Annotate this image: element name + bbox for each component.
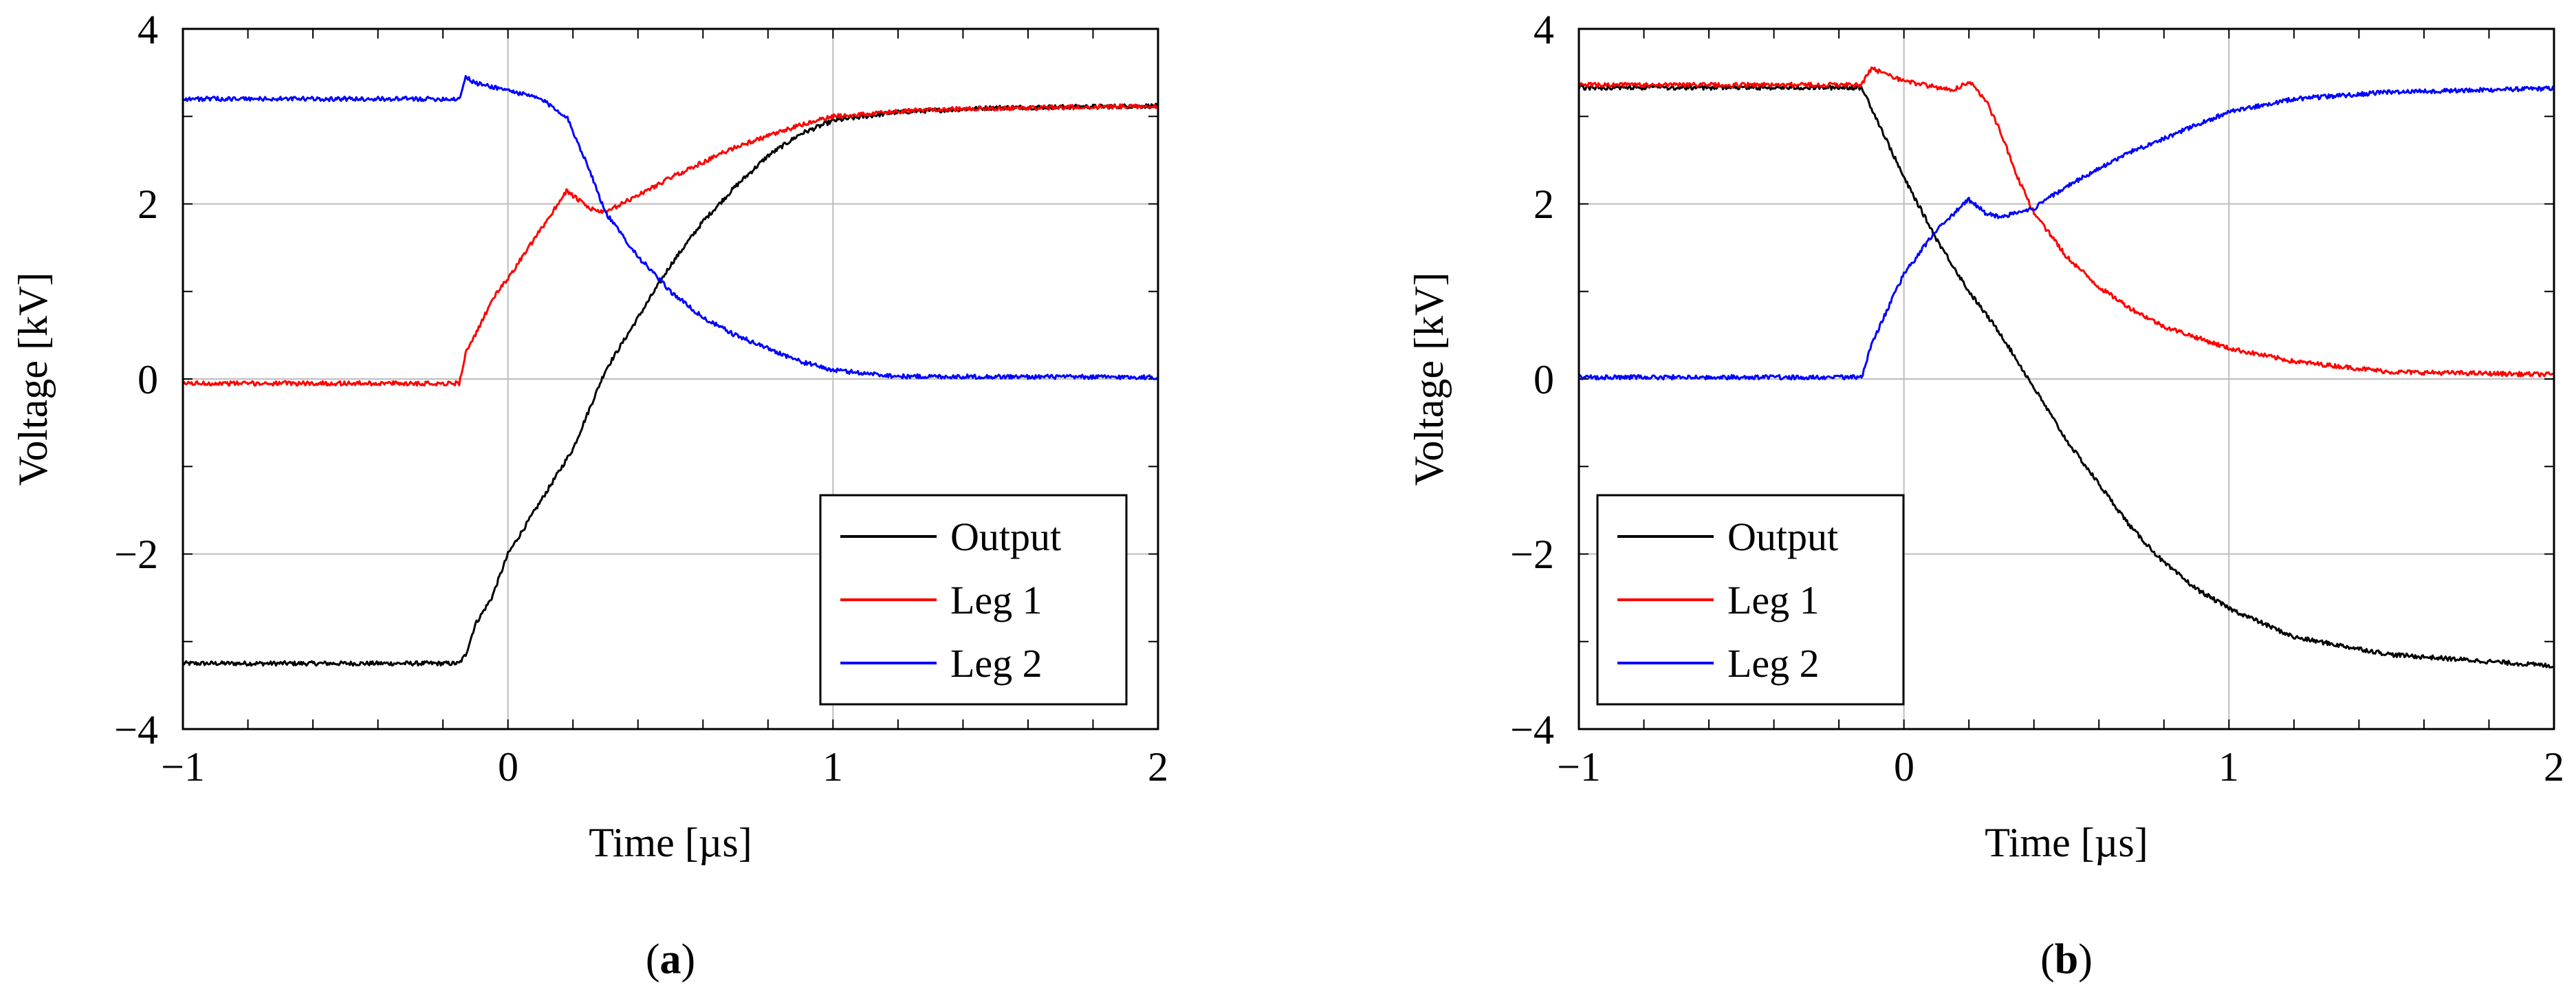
legend-label-leg-2: Leg 2	[1727, 641, 1820, 686]
y-tick-label: 4	[138, 7, 158, 52]
legend-label-leg-1: Leg 1	[1727, 578, 1820, 622]
panel-caption: (a)	[646, 936, 695, 983]
caption-letter: b	[2055, 936, 2078, 983]
y-tick-label: −4	[114, 707, 158, 752]
caption-open-paren: (	[2040, 936, 2055, 983]
legend-label-output: Output	[950, 514, 1061, 559]
x-axis-title: Time [µs]	[589, 820, 752, 865]
legend: Output Leg 1 Leg 2	[1596, 494, 1905, 706]
series-line-leg-2	[1578, 85, 2555, 381]
y-tick-label: 2	[138, 182, 158, 227]
y-tick-label: 4	[1533, 7, 1554, 52]
plot-area-frame	[182, 28, 1159, 730]
caption-close-paren: )	[2078, 936, 2093, 983]
y-tick-label: −2	[114, 532, 158, 577]
x-tick-label: −1	[1557, 744, 1601, 790]
caption-close-paren: )	[681, 936, 696, 983]
series-line-leg-1	[182, 103, 1159, 387]
caption-letter: a	[660, 936, 681, 983]
x-tick-label: 2	[2544, 744, 2564, 790]
y-tick-label: 0	[138, 357, 158, 402]
legend-label-output: Output	[1727, 514, 1838, 559]
y-tick-label: 2	[1533, 182, 1554, 227]
legend: Output Leg 1 Leg 2	[819, 494, 1128, 706]
x-tick-label: 0	[1894, 744, 1914, 790]
caption-open-paren: (	[646, 936, 660, 983]
panel-caption: (b)	[2040, 936, 2093, 983]
legend-label-leg-2: Leg 2	[950, 641, 1043, 686]
x-tick-label: 0	[498, 744, 519, 790]
series-line-leg-1	[1578, 66, 2555, 378]
y-tick-label: −4	[1510, 707, 1554, 752]
series-line-output	[1578, 84, 2555, 669]
x-tick-label: 1	[822, 744, 843, 790]
x-tick-label: 1	[2218, 744, 2239, 790]
x-tick-label: 2	[1148, 744, 1168, 790]
series-line-leg-2	[182, 75, 1159, 380]
x-axis-title: Time [µs]	[1985, 820, 2148, 865]
legend-label-leg-1: Leg 1	[950, 578, 1043, 622]
series-line-output	[182, 102, 1159, 667]
plot-area-frame	[1578, 28, 2555, 730]
y-axis-title: Voltage [kV]	[1406, 272, 1452, 486]
x-tick-label: −1	[161, 744, 205, 790]
y-axis-title: Voltage [kV]	[10, 272, 56, 486]
y-tick-label: 0	[1533, 357, 1554, 402]
y-tick-label: −2	[1510, 532, 1554, 577]
panel-b: −4 −2 0 2 4 −1 0 1 2 Time [µs] Voltage […	[1406, 7, 2564, 983]
panel-a: −4 −2 0 2 4 −1 0 1 2 Time [µs] Voltage […	[10, 7, 1168, 983]
